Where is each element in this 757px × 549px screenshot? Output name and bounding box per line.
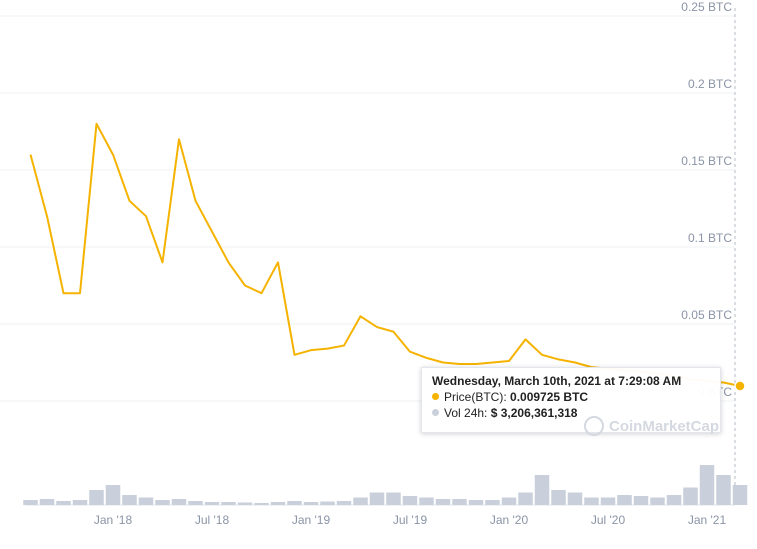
x-tick-label: Jan '19 <box>292 513 331 527</box>
volume-bar <box>419 497 434 505</box>
x-tick-label: Jan '21 <box>688 513 727 527</box>
x-tick-label: Jan '18 <box>94 513 133 527</box>
volume-bar <box>270 502 286 505</box>
volume-bar <box>534 475 550 505</box>
watermark-icon <box>584 416 604 436</box>
legend-dot <box>432 409 439 416</box>
volume-bar <box>699 465 715 505</box>
volume-bar <box>452 499 467 505</box>
volume-bar <box>584 497 599 505</box>
volume-bar <box>138 497 154 505</box>
volume-bar <box>716 475 731 505</box>
y-tick-label: 0.15 BTC <box>681 154 732 168</box>
tooltip-price: 0.009725 BTC <box>510 390 589 404</box>
volume-bar <box>369 492 385 505</box>
y-tick-label: 0.05 BTC <box>681 308 732 322</box>
volume-bar <box>683 487 698 505</box>
tooltip-price-name: Price(BTC): <box>444 390 507 404</box>
volume-bar <box>23 500 38 505</box>
volume-bar <box>551 490 566 505</box>
hover-point <box>734 380 746 392</box>
volume-bar <box>435 499 451 505</box>
volume-bar <box>105 485 121 505</box>
volume-bar <box>303 502 319 505</box>
tooltip-date: Wednesday, March 10th, 2021 at 7:29:08 A… <box>432 374 682 388</box>
volume-bar <box>468 500 484 505</box>
volume-bar <box>336 501 352 505</box>
volume-bar <box>89 490 104 505</box>
volume-bar <box>221 502 236 505</box>
tooltip-volume: $ 3,206,361,318 <box>490 406 578 420</box>
volume-bar <box>287 501 302 505</box>
volume-bar <box>600 497 616 505</box>
tooltip-volume-name: Vol 24h: <box>444 406 488 420</box>
volume-bar <box>39 499 55 505</box>
volume-bar <box>188 501 203 505</box>
volume-bar <box>353 497 368 505</box>
volume-bar <box>171 499 187 505</box>
x-tick-label: Jul '20 <box>591 513 626 527</box>
tooltip: Wednesday, March 10th, 2021 at 7:29:08 A… <box>421 367 721 433</box>
watermark-text: CoinMarketCap <box>609 418 720 435</box>
watermark: CoinMarketCap <box>584 416 719 436</box>
price-line <box>29 122 741 388</box>
volume-bar <box>237 502 253 505</box>
volume-bar <box>72 500 88 505</box>
volume-bar <box>518 492 533 505</box>
volume-bar <box>122 495 137 505</box>
volume-bar <box>485 500 500 505</box>
tooltip-price-row: Price(BTC): 0.009725 BTC <box>432 390 588 404</box>
volume-bar <box>633 496 649 505</box>
y-tick-label: 0.25 BTC <box>681 0 732 14</box>
volume-bar <box>155 500 170 505</box>
y-tick-label: 0.2 BTC <box>688 77 732 91</box>
volume-bar <box>56 501 71 505</box>
volume-bar <box>386 492 401 505</box>
x-tick-label: Jul '18 <box>195 513 230 527</box>
x-tick-label: Jan '20 <box>490 513 529 527</box>
volume-bar <box>254 503 269 505</box>
tooltip-volume-row: Vol 24h: $ 3,206,361,318 <box>432 406 577 420</box>
volume-bar <box>732 485 748 505</box>
volume-bar <box>567 492 583 505</box>
volume-bar <box>650 497 665 505</box>
volume-bar <box>320 501 335 505</box>
y-tick-label: 0.1 BTC <box>688 231 732 245</box>
volume-bar <box>501 497 517 505</box>
legend-dot <box>432 393 439 400</box>
volume-bar <box>402 496 418 505</box>
x-tick-label: Jul '19 <box>393 513 428 527</box>
volume-bar <box>666 495 682 505</box>
volume-bar <box>617 495 632 505</box>
volume-bar <box>204 502 220 505</box>
